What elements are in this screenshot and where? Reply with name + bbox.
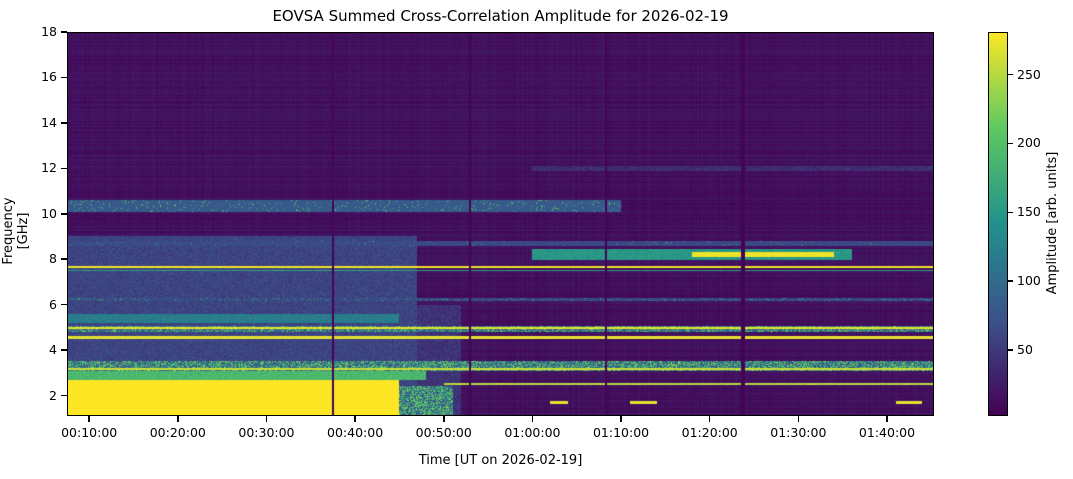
x-tick-mark (88, 416, 90, 422)
x-tick-label: 00:20:00 (149, 425, 206, 440)
colorbar-tick-label: 150 (1017, 204, 1041, 220)
y-tick-label: 8 (49, 251, 57, 267)
x-tick-label: 00:30:00 (238, 425, 295, 440)
x-tick-label: 00:50:00 (415, 425, 472, 440)
x-tick-label: 01:40:00 (858, 425, 916, 440)
x-tick-label: 01:30:00 (770, 425, 827, 440)
colorbar-tick-label: 50 (1017, 341, 1033, 357)
x-tick-mark (886, 416, 888, 422)
y-tick-mark (61, 122, 67, 124)
colorbar-tick-mark (1008, 280, 1013, 282)
x-axis-label: Time [UT on 2026-02-19] (418, 453, 583, 468)
colorbar-tick-mark (1008, 73, 1013, 76)
colorbar-tick-mark (1008, 349, 1013, 351)
x-tick-mark (620, 416, 622, 422)
y-tick-mark (61, 76, 67, 79)
y-tick-mark (61, 31, 67, 33)
colorbar-label: Amplitude [arb. units] (1045, 151, 1060, 295)
x-tick-label: 01:10:00 (592, 425, 650, 440)
x-tick-mark (354, 416, 356, 422)
chart-title: EOVSA Summed Cross-Correlation Amplitude… (272, 7, 729, 25)
x-tick-mark (443, 416, 445, 422)
colorbar-tick-mark (1008, 211, 1013, 214)
y-tick-label: 10 (41, 205, 57, 221)
x-tick-label: 01:00:00 (504, 425, 561, 440)
y-tick-mark (61, 213, 67, 215)
colorbar (988, 32, 1008, 416)
y-tick-mark (61, 394, 67, 397)
x-tick-label: 00:10:00 (61, 425, 118, 440)
x-tick-mark (797, 416, 800, 422)
colorbar-tick-label: 200 (1017, 135, 1041, 151)
x-tick-mark (177, 416, 179, 422)
y-tick-mark (61, 167, 67, 170)
y-tick-label: 6 (49, 296, 57, 312)
x-tick-mark (708, 416, 711, 422)
y-tick-label: 16 (41, 69, 57, 85)
y-tick-label: 18 (41, 24, 57, 39)
y-tick-mark (61, 258, 67, 260)
colorbar-frame (988, 32, 1008, 416)
colorbar-tick-label: 100 (1017, 273, 1041, 289)
x-tick-mark (265, 416, 268, 422)
spectrogram-heatmap (67, 32, 934, 416)
plot-area (67, 32, 934, 416)
y-tick-label: 4 (49, 342, 57, 358)
colorbar-tick-mark (1008, 142, 1013, 145)
y-tick-label: 14 (41, 114, 57, 130)
y-tick-label: 2 (49, 387, 57, 403)
x-tick-mark (531, 416, 534, 422)
y-tick-label: 12 (41, 160, 57, 176)
y-tick-mark (61, 349, 67, 351)
y-axis-label: Frequency [GHz] (1, 197, 31, 265)
y-tick-mark (61, 303, 67, 306)
x-tick-label: 00:40:00 (327, 425, 384, 440)
x-tick-label: 01:20:00 (681, 425, 738, 440)
colorbar-tick-label: 250 (1017, 66, 1041, 82)
